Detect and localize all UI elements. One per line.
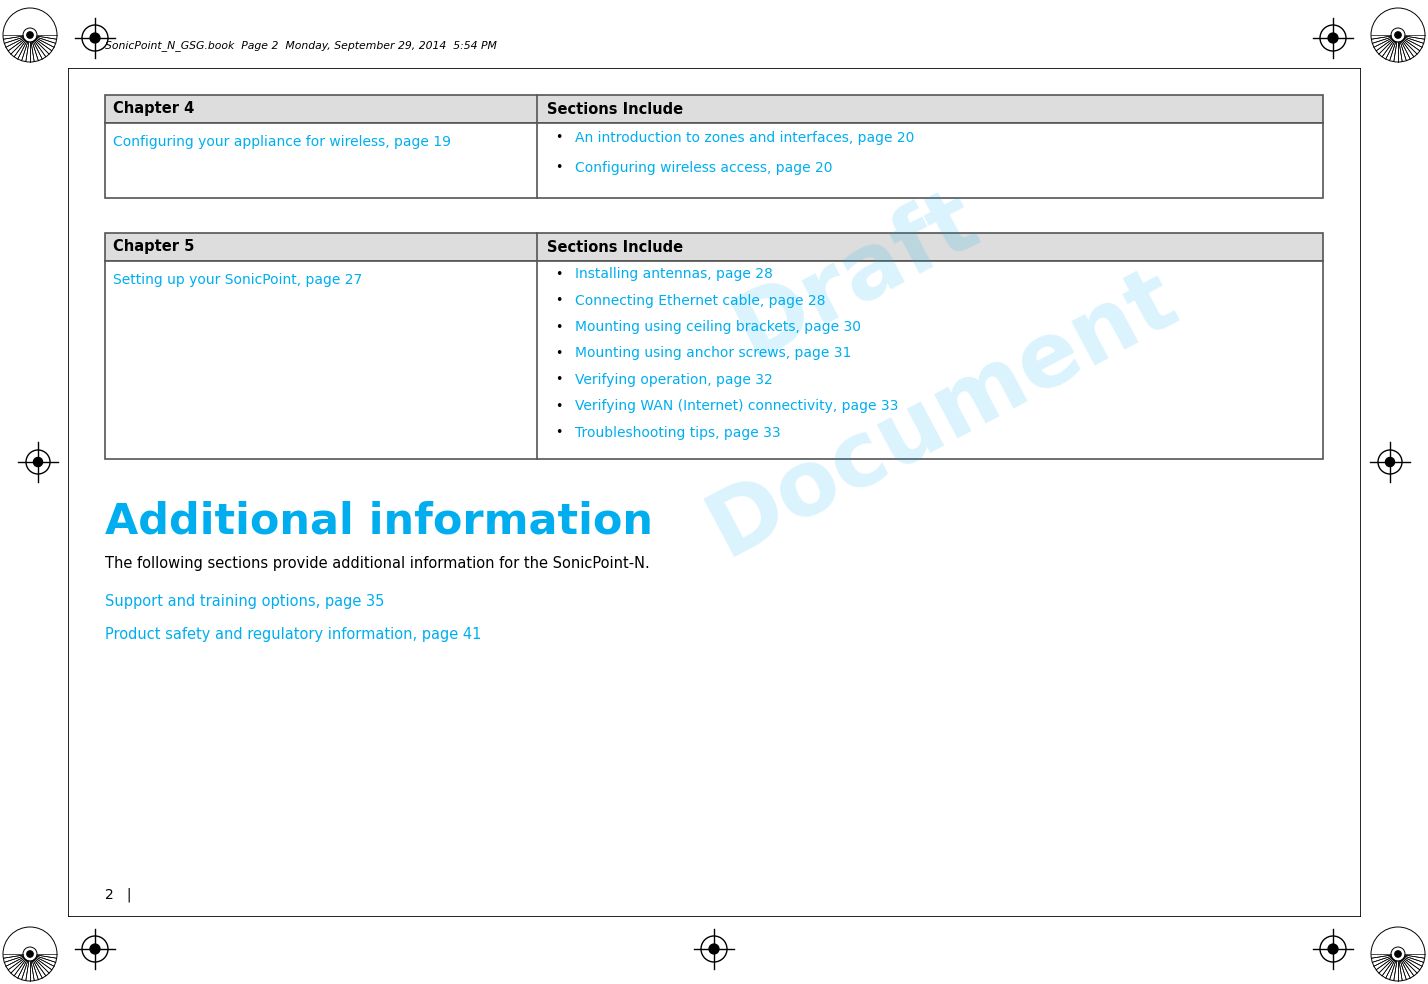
Bar: [106, 233, 1322, 261]
Text: Mounting using ceiling brackets, page 30: Mounting using ceiling brackets, page 30: [575, 320, 861, 334]
Text: Mounting using anchor screws, page 31: Mounting using anchor screws, page 31: [575, 346, 851, 360]
Text: Sections Include: Sections Include: [547, 239, 684, 255]
Text: Verifying operation, page 32: Verifying operation, page 32: [575, 373, 773, 387]
Circle shape: [1328, 33, 1338, 43]
Text: •: •: [555, 347, 563, 360]
Bar: [106, 123, 1322, 198]
Text: Setting up your SonicPoint, page 27: Setting up your SonicPoint, page 27: [113, 273, 363, 287]
Text: •: •: [555, 294, 563, 307]
Circle shape: [1395, 31, 1401, 38]
Text: Support and training options, page 35: Support and training options, page 35: [106, 594, 384, 609]
Text: Verifying WAN (Internet) connectivity, page 33: Verifying WAN (Internet) connectivity, p…: [575, 400, 898, 413]
Text: •: •: [555, 400, 563, 412]
Circle shape: [27, 31, 33, 38]
Text: Configuring your appliance for wireless, page 19: Configuring your appliance for wireless,…: [113, 135, 451, 149]
Circle shape: [1328, 944, 1338, 953]
Text: 2   |: 2 |: [106, 888, 131, 902]
Text: Installing antennas, page 28: Installing antennas, page 28: [575, 268, 774, 281]
Text: Document: Document: [694, 253, 1191, 574]
Text: Additional information: Additional information: [106, 501, 653, 543]
Text: Sections Include: Sections Include: [547, 101, 684, 116]
Circle shape: [710, 944, 718, 953]
Text: An introduction to zones and interfaces, page 20: An introduction to zones and interfaces,…: [575, 131, 915, 145]
Text: •: •: [555, 426, 563, 439]
Text: Chapter 4: Chapter 4: [113, 101, 194, 116]
Text: •: •: [555, 132, 563, 145]
Text: Chapter 5: Chapter 5: [113, 239, 194, 255]
Text: Connecting Ethernet cable, page 28: Connecting Ethernet cable, page 28: [575, 293, 825, 308]
Text: Product safety and regulatory information, page 41: Product safety and regulatory informatio…: [106, 627, 481, 642]
Bar: [106, 95, 1322, 123]
Text: SonicPoint_N_GSG.book  Page 2  Monday, September 29, 2014  5:54 PM: SonicPoint_N_GSG.book Page 2 Monday, Sep…: [106, 40, 497, 51]
Text: •: •: [555, 161, 563, 174]
Text: Troubleshooting tips, page 33: Troubleshooting tips, page 33: [575, 426, 781, 440]
Bar: [106, 261, 1322, 459]
Text: Draft: Draft: [720, 175, 994, 376]
Text: Configuring wireless access, page 20: Configuring wireless access, page 20: [575, 161, 833, 175]
Circle shape: [27, 951, 33, 957]
Text: •: •: [555, 268, 563, 280]
Text: •: •: [555, 373, 563, 387]
Text: The following sections provide additional information for the SonicPoint-N.: The following sections provide additiona…: [106, 556, 650, 571]
Circle shape: [1385, 458, 1395, 466]
Circle shape: [33, 458, 43, 466]
Circle shape: [90, 944, 100, 953]
Circle shape: [90, 33, 100, 43]
Circle shape: [1395, 951, 1401, 957]
Text: •: •: [555, 321, 563, 334]
